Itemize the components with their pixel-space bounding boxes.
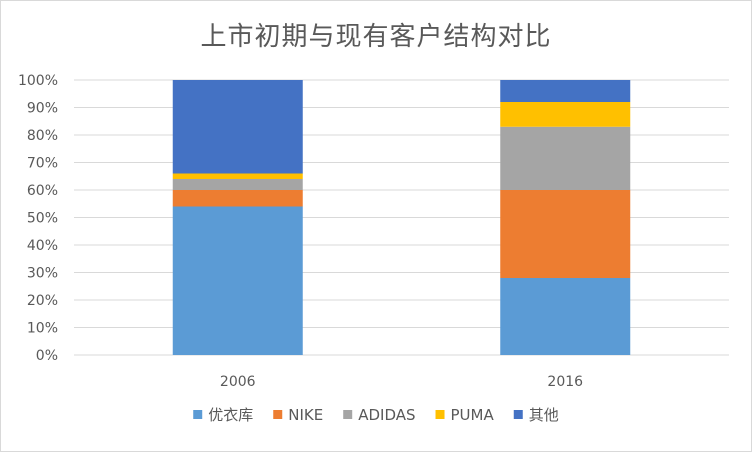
- y-tick-label: 60%: [27, 183, 58, 199]
- y-tick-label: 90%: [27, 101, 58, 117]
- y-tick-label: 100%: [18, 73, 58, 89]
- bar-segment: [172, 190, 303, 207]
- y-tick-label: 80%: [27, 128, 58, 144]
- y-tick-label: 0%: [36, 348, 58, 364]
- bar-segment: [500, 102, 631, 127]
- legend-swatch: [435, 410, 445, 419]
- y-tick-label: 20%: [27, 293, 58, 309]
- bar-segment: [500, 190, 631, 278]
- legend-label: 其他: [529, 406, 559, 424]
- bar-segment: [172, 206, 303, 355]
- legend-label: 优衣库: [208, 406, 253, 424]
- legend-label: NIKE: [288, 406, 323, 424]
- y-tick-label: 30%: [27, 266, 58, 282]
- bar-segment: [500, 126, 631, 190]
- bar-segment: [500, 278, 631, 355]
- bar-segment: [172, 173, 303, 179]
- legend-swatch: [343, 410, 353, 419]
- y-tick-label: 10%: [27, 321, 58, 337]
- bar-segment: [172, 179, 303, 190]
- x-tick-label: 2016: [547, 374, 583, 390]
- legend-label: ADIDAS: [358, 406, 415, 424]
- legend-swatch: [513, 410, 523, 419]
- y-tick-label: 50%: [27, 211, 58, 227]
- bar-segment: [500, 80, 631, 102]
- y-tick-label: 70%: [27, 156, 58, 172]
- legend-label: PUMA: [451, 406, 495, 424]
- chart-title: 上市初期与现有客户结构对比: [200, 22, 552, 52]
- bar-segment: [172, 80, 303, 174]
- legend-swatch: [273, 410, 283, 419]
- y-tick-label: 40%: [27, 238, 58, 254]
- legend-swatch: [193, 410, 203, 419]
- x-tick-label: 2006: [220, 374, 256, 390]
